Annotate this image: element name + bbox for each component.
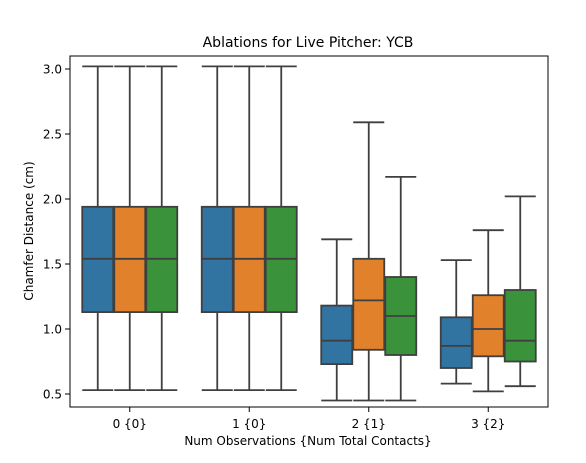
y-tick-label: 3.0 — [43, 63, 62, 77]
box-body — [320, 304, 354, 366]
box-body — [439, 316, 473, 369]
x-tick-label: 3 {2} — [471, 417, 505, 431]
box-body — [352, 257, 386, 351]
x-axis: 0 {0} 1 {0} 2 {1} 3 {2} — [113, 407, 505, 431]
x-tick-label: 2 {1} — [352, 417, 386, 431]
chart-title: Ablations for Live Pitcher: YCB — [203, 35, 414, 51]
y-tick-label: 1.0 — [43, 323, 62, 337]
box-body — [503, 289, 537, 363]
y-tick-label: 1.5 — [43, 258, 62, 272]
x-tick-label: 0 {0} — [113, 417, 147, 431]
y-tick-label: 2.5 — [43, 128, 62, 142]
y-axis: 0.5 1.0 1.5 2.0 2.5 3.0 — [43, 63, 70, 402]
boxes-layer — [81, 65, 537, 402]
plot-frame — [69, 55, 549, 408]
y-axis-label: Chamfer Distance (cm) — [22, 161, 36, 300]
x-axis-label: Num Observations {Num Total Contacts} — [184, 434, 431, 448]
y-tick-label: 2.0 — [43, 193, 62, 207]
x-tick-label: 1 {0} — [232, 417, 266, 431]
box-body — [471, 294, 505, 358]
y-tick-label: 0.5 — [43, 388, 62, 402]
